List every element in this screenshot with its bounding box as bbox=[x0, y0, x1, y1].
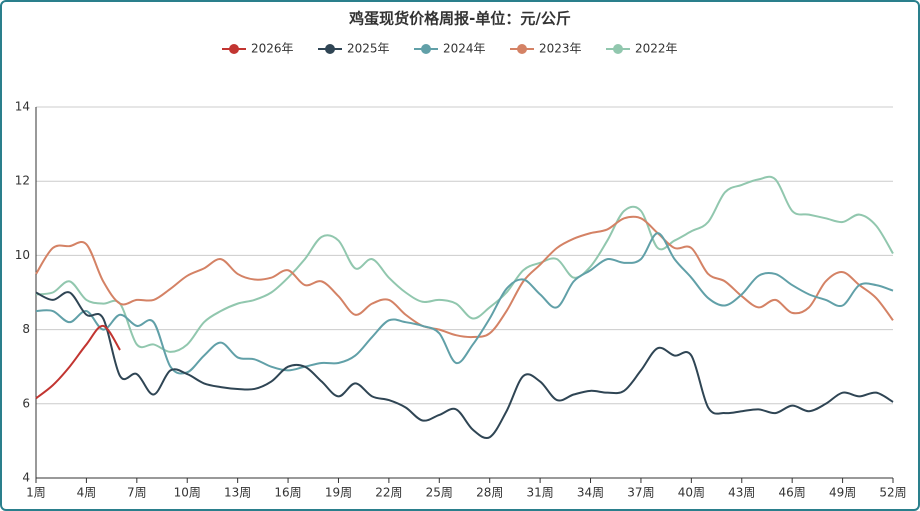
x-tick-label: 16周 bbox=[274, 486, 301, 500]
legend-label: 2023年 bbox=[539, 42, 582, 56]
series-line bbox=[35, 215, 894, 339]
x-tick-label: 13周 bbox=[224, 486, 251, 500]
x-tick-label: 43周 bbox=[728, 486, 755, 500]
x-tick-label: 25周 bbox=[426, 486, 453, 500]
legend-label: 2022年 bbox=[635, 42, 678, 56]
x-tick-label: 28周 bbox=[476, 486, 503, 500]
legend-marker bbox=[517, 44, 527, 54]
chart-title: 鸡蛋现货价格周报-单位：元/公斤 bbox=[348, 10, 571, 28]
x-tick-label: 37周 bbox=[627, 486, 654, 500]
y-tick-label: 10 bbox=[15, 248, 30, 262]
legend-marker bbox=[325, 44, 335, 54]
x-tick-label: 19周 bbox=[325, 486, 352, 500]
x-tick-label: 22周 bbox=[375, 486, 402, 500]
y-tick-label: 6 bbox=[22, 396, 30, 410]
x-tick-label: 49周 bbox=[829, 486, 856, 500]
x-tick-label: 1周 bbox=[26, 486, 46, 500]
legend-label: 2026年 bbox=[251, 42, 294, 56]
y-tick-label: 4 bbox=[22, 471, 30, 485]
x-tick-label: 4周 bbox=[77, 486, 97, 500]
series-line bbox=[35, 175, 894, 353]
x-tick-label: 31周 bbox=[526, 486, 553, 500]
y-tick-label: 8 bbox=[22, 322, 30, 336]
x-tick-label: 52周 bbox=[879, 486, 906, 500]
x-tick-label: 40周 bbox=[678, 486, 705, 500]
legend-label: 2025年 bbox=[347, 42, 390, 56]
x-tick-label: 34周 bbox=[577, 486, 604, 500]
legend-marker bbox=[421, 44, 431, 54]
legend-label: 2024年 bbox=[443, 42, 486, 56]
series-line bbox=[35, 232, 894, 375]
series-line bbox=[35, 291, 894, 439]
x-tick-label: 7周 bbox=[127, 486, 147, 500]
series-line bbox=[35, 324, 121, 400]
x-tick-label: 46周 bbox=[779, 486, 806, 500]
y-tick-label: 14 bbox=[15, 100, 30, 114]
y-tick-label: 12 bbox=[15, 174, 30, 188]
legend-marker bbox=[229, 44, 239, 54]
legend-marker bbox=[613, 44, 623, 54]
x-tick-label: 10周 bbox=[174, 486, 201, 500]
